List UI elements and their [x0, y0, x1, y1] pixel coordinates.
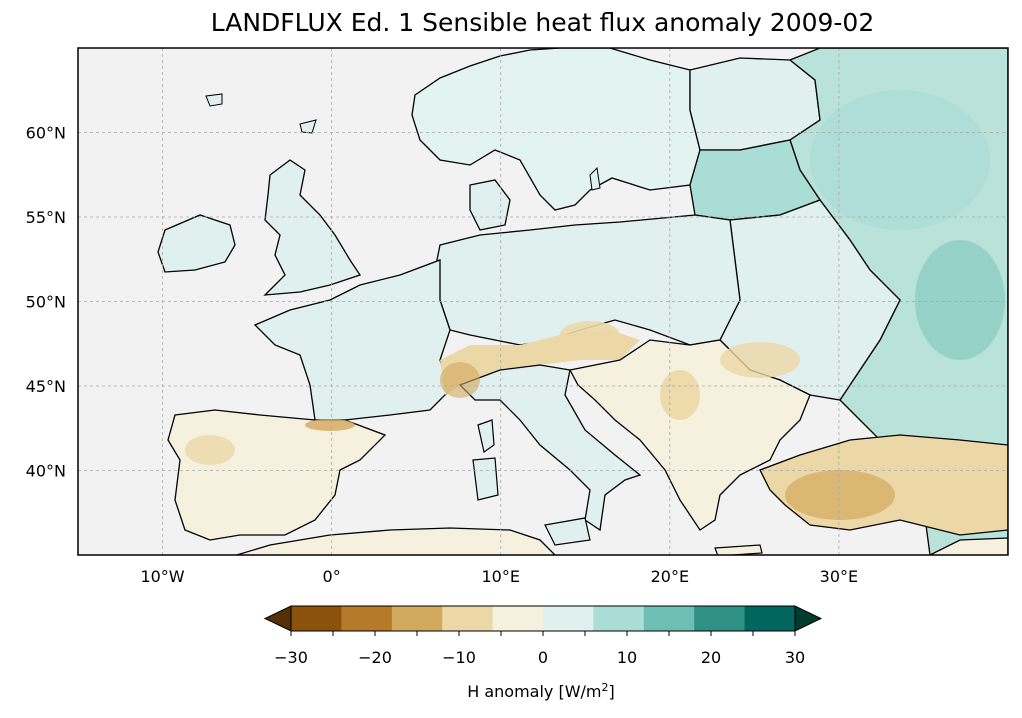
colorbar-tick-label: −20 [358, 648, 392, 667]
lon-tick-label: 10°E [481, 567, 519, 586]
colorbar-bin [391, 606, 443, 631]
colorbar-bin [694, 606, 746, 631]
land-sardinia [472, 457, 499, 501]
lat-tick-label: 50°N [26, 293, 66, 312]
anomaly-patch [305, 419, 355, 431]
lat-tick-label: 40°N [26, 462, 66, 481]
map-title: LANDFLUX Ed. 1 Sensible heat flux anomal… [210, 8, 875, 37]
colorbar-extend-high [794, 605, 823, 632]
longitude-ticks: 10°W 0° 10°E 20°E 30°E [140, 567, 858, 586]
land-denmark [469, 179, 511, 231]
lon-tick-label: 0° [323, 567, 341, 586]
colorbar-bin [643, 606, 695, 631]
lat-tick-label: 60°N [26, 124, 66, 143]
gridlines [78, 48, 1008, 555]
land-gotland [589, 166, 601, 191]
land-balkans [569, 339, 811, 531]
lon-tick-label: 10°W [140, 567, 184, 586]
land-ireland [157, 214, 236, 273]
colorbar-bin [341, 606, 393, 631]
colorbar-label: H anomaly [W/m2] [467, 681, 615, 702]
map-frame [77, 47, 1009, 556]
colorbar-bin [543, 606, 594, 631]
latitude-ticks: 60°N 55°N 50°N 45°N 40°N [26, 124, 66, 481]
colorbar-bin [492, 606, 544, 631]
land-levant [928, 537, 1008, 555]
colorbar-bin [291, 606, 342, 631]
land-north-africa [234, 527, 556, 555]
land-layer [157, 48, 1008, 555]
colorbar: −30 −20 −10 0 10 20 30 [263, 605, 823, 667]
land-corsica [477, 419, 495, 454]
anomaly-patch [720, 342, 800, 378]
land-shetland [299, 119, 317, 134]
land-crete [714, 544, 763, 555]
colorbar-bin [593, 606, 645, 631]
anomaly-patch [560, 321, 620, 349]
colorbar-tick-label: −10 [442, 648, 476, 667]
colorbar-bin [442, 606, 494, 631]
land-scandinavia [411, 48, 701, 211]
colorbar-extend-low [263, 605, 292, 632]
lat-tick-label: 55°N [26, 208, 66, 227]
anomaly-patch [660, 370, 700, 420]
anomaly-patch [810, 90, 990, 230]
colorbar-tick-label: 20 [701, 648, 721, 667]
colorbar-tick-label: 0 [538, 648, 548, 667]
map-panel: 60°N 55°N 50°N 45°N 40°N 10°W 0° 10°E 20°E 30°E [26, 47, 1009, 586]
land-iceland-faroe [205, 93, 223, 107]
colorbar-tick-label: 10 [617, 648, 637, 667]
land-great-britain [263, 159, 362, 296]
anomaly-patch [785, 470, 895, 520]
colorbar-tick-label: −30 [274, 648, 308, 667]
lon-tick-label: 30°E [820, 567, 858, 586]
lat-tick-label: 45°N [26, 377, 66, 396]
colorbar-tick-label: 30 [785, 648, 805, 667]
anomaly-patch [440, 362, 480, 398]
anomaly-patch [915, 240, 1005, 360]
colorbar-bin [744, 606, 796, 631]
lon-tick-label: 20°E [651, 567, 689, 586]
land-sicily [544, 517, 591, 546]
anomaly-patch [185, 435, 235, 465]
